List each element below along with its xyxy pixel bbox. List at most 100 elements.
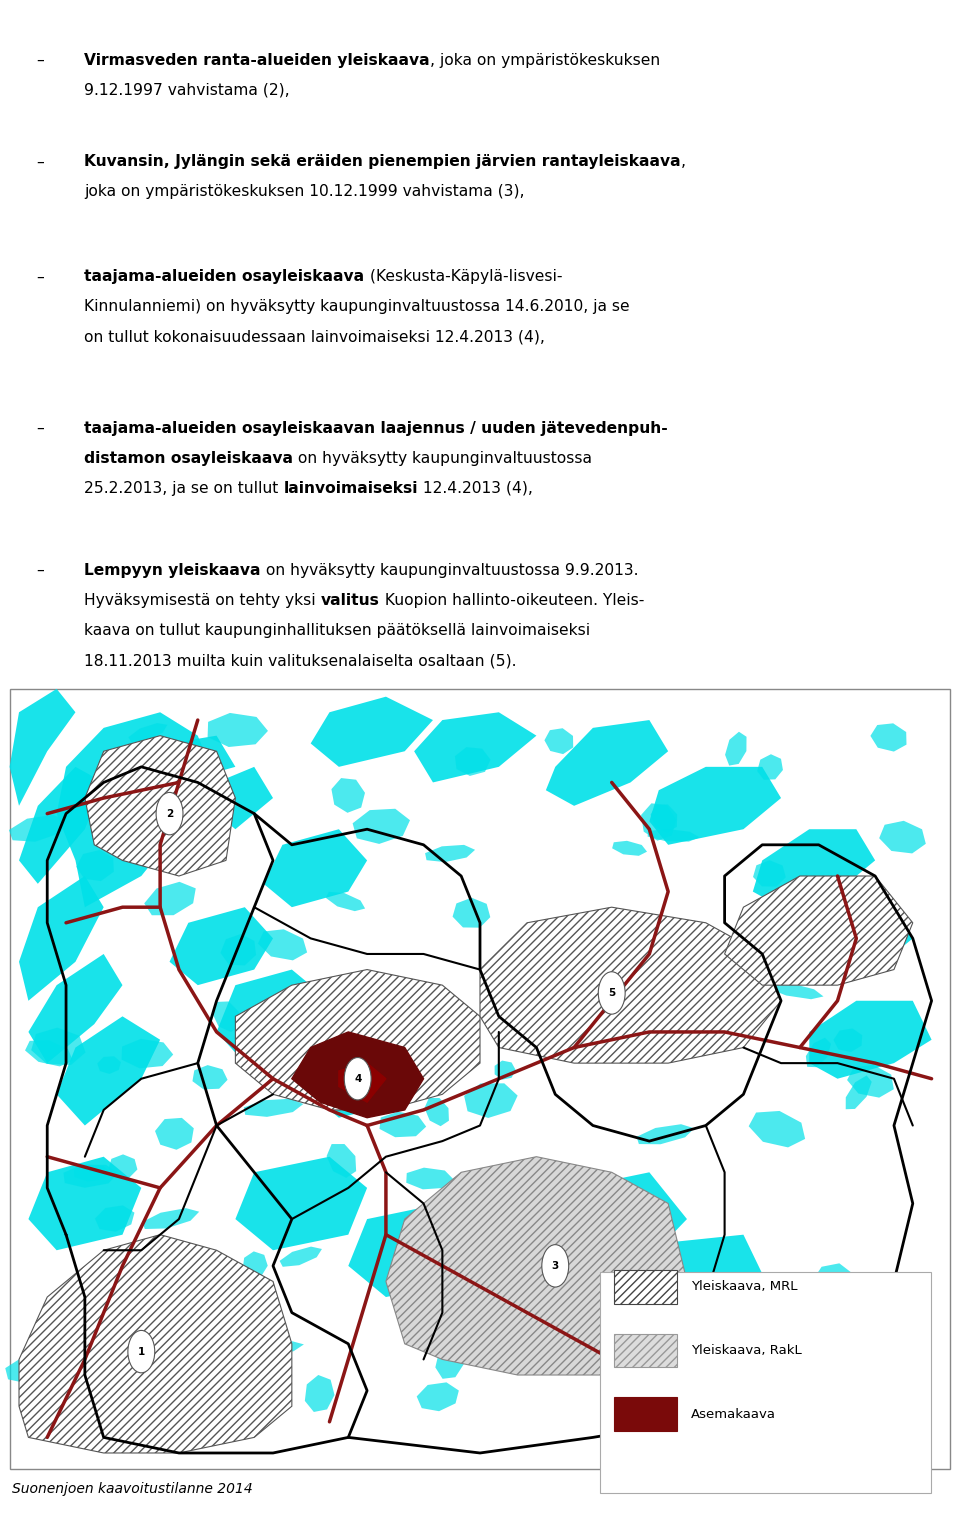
Polygon shape <box>546 721 668 805</box>
Polygon shape <box>74 1164 110 1181</box>
Circle shape <box>156 792 183 834</box>
Polygon shape <box>292 1033 423 1117</box>
Polygon shape <box>207 766 273 830</box>
Polygon shape <box>379 1111 426 1137</box>
Polygon shape <box>621 1235 762 1328</box>
Polygon shape <box>579 1213 618 1249</box>
Text: 9.12.1997 vahvistama (2),: 9.12.1997 vahvistama (2), <box>84 83 290 98</box>
Text: (Keskusta-Käpylä-Iisvesi-: (Keskusta-Käpylä-Iisvesi- <box>365 269 563 285</box>
Polygon shape <box>743 1367 876 1446</box>
Polygon shape <box>612 840 647 855</box>
Polygon shape <box>348 1204 480 1297</box>
Polygon shape <box>846 1329 876 1357</box>
Polygon shape <box>753 830 876 907</box>
Polygon shape <box>648 830 700 842</box>
Polygon shape <box>311 696 433 766</box>
Polygon shape <box>155 1117 194 1149</box>
Polygon shape <box>108 1154 137 1178</box>
Polygon shape <box>537 1172 687 1273</box>
Polygon shape <box>235 969 480 1110</box>
Polygon shape <box>753 860 786 887</box>
Text: 18.11.2013 muilta kuin valituksenalaiselta osaltaan (5).: 18.11.2013 muilta kuin valituksenalaisel… <box>84 653 517 668</box>
Polygon shape <box>871 724 906 751</box>
Text: kaava on tullut kaupunginhallituksen päätöksellä lainvoimaiseksi: kaava on tullut kaupunginhallituksen pää… <box>84 624 590 639</box>
Polygon shape <box>192 1064 228 1090</box>
Circle shape <box>128 1331 155 1373</box>
Polygon shape <box>29 1157 141 1251</box>
Text: 3: 3 <box>552 1261 559 1270</box>
Polygon shape <box>29 954 123 1063</box>
Bar <box>614 1397 677 1431</box>
Polygon shape <box>863 927 884 948</box>
Polygon shape <box>77 849 114 881</box>
Text: Asemakaava: Asemakaava <box>691 1408 777 1420</box>
Polygon shape <box>725 877 913 986</box>
Text: –: – <box>36 269 44 285</box>
Text: Yleiskaava, MRL: Yleiskaava, MRL <box>691 1281 798 1293</box>
Polygon shape <box>311 1033 423 1117</box>
Text: valitus: valitus <box>321 593 380 609</box>
Polygon shape <box>9 815 68 842</box>
Text: 12.4.2013 (4),: 12.4.2013 (4), <box>419 481 533 497</box>
Polygon shape <box>243 1252 268 1278</box>
Polygon shape <box>63 1164 118 1188</box>
Polygon shape <box>19 877 104 1001</box>
Text: 4: 4 <box>354 1073 361 1084</box>
Polygon shape <box>325 892 365 911</box>
Polygon shape <box>790 907 913 986</box>
Polygon shape <box>736 1422 784 1440</box>
Polygon shape <box>326 1145 356 1178</box>
Polygon shape <box>442 1326 475 1347</box>
Text: taajama-alueiden osayleiskaava: taajama-alueiden osayleiskaava <box>84 269 365 285</box>
Text: , joka on ympäristökeskuksen: , joka on ympäristökeskuksen <box>430 53 660 68</box>
Polygon shape <box>435 1343 464 1379</box>
Text: 2: 2 <box>166 808 173 819</box>
Text: Suonenjoen kaavoitustilanne 2014: Suonenjoen kaavoitustilanne 2014 <box>12 1482 252 1496</box>
Text: Yleiskaava, RakL: Yleiskaava, RakL <box>691 1344 802 1357</box>
Polygon shape <box>329 1093 360 1107</box>
Polygon shape <box>666 1011 725 1039</box>
Polygon shape <box>425 845 475 861</box>
Polygon shape <box>258 930 307 960</box>
Circle shape <box>598 972 625 1014</box>
Text: Kuvansin, Jylängin sekä eräiden pienempien järvien rantayleiskaava: Kuvansin, Jylängin sekä eräiden pienempi… <box>84 154 681 170</box>
Polygon shape <box>31 1028 85 1064</box>
Polygon shape <box>95 1205 134 1232</box>
Polygon shape <box>217 969 329 1063</box>
Polygon shape <box>305 1375 334 1413</box>
Polygon shape <box>812 1263 852 1299</box>
Polygon shape <box>480 907 781 1063</box>
Text: –: – <box>36 563 44 578</box>
Text: Lempyyn yleiskaava: Lempyyn yleiskaava <box>84 563 261 578</box>
Polygon shape <box>725 731 747 766</box>
Polygon shape <box>662 1402 705 1434</box>
Polygon shape <box>244 1099 303 1117</box>
Polygon shape <box>767 983 824 999</box>
Polygon shape <box>339 1063 386 1102</box>
Polygon shape <box>846 1075 872 1110</box>
Polygon shape <box>414 712 537 783</box>
Polygon shape <box>424 1098 449 1126</box>
Polygon shape <box>52 1423 84 1440</box>
Polygon shape <box>84 736 235 877</box>
Text: Kinnulanniemi) on hyväksytty kaupunginvaltuustossa 14.6.2010, ja se: Kinnulanniemi) on hyväksytty kaupunginva… <box>84 300 630 315</box>
Text: on tullut kokonaisuudessaan lainvoimaiseksi 12.4.2013 (4),: on tullut kokonaisuudessaan lainvoimaise… <box>84 330 545 345</box>
Text: –: – <box>36 53 44 68</box>
Polygon shape <box>235 1157 367 1251</box>
Text: 1: 1 <box>137 1346 145 1357</box>
Polygon shape <box>19 1235 292 1453</box>
Text: Virmasveden ranta-alueiden yleiskaava: Virmasveden ranta-alueiden yleiskaava <box>84 53 430 68</box>
Polygon shape <box>207 713 268 746</box>
Text: distamon osayleiskaava: distamon osayleiskaava <box>84 451 294 466</box>
Polygon shape <box>345 1026 403 1060</box>
Polygon shape <box>443 1266 555 1352</box>
Text: lainvoimaiseksi: lainvoimaiseksi <box>283 481 419 497</box>
Polygon shape <box>504 1308 524 1326</box>
Bar <box>614 1334 677 1367</box>
Bar <box>600 1272 931 1493</box>
Text: Kuopion hallinto-oikeuteen. Yleis-: Kuopion hallinto-oikeuteen. Yleis- <box>380 593 644 609</box>
Polygon shape <box>129 724 167 742</box>
Polygon shape <box>575 1196 627 1223</box>
Polygon shape <box>455 746 491 777</box>
Polygon shape <box>144 881 196 916</box>
